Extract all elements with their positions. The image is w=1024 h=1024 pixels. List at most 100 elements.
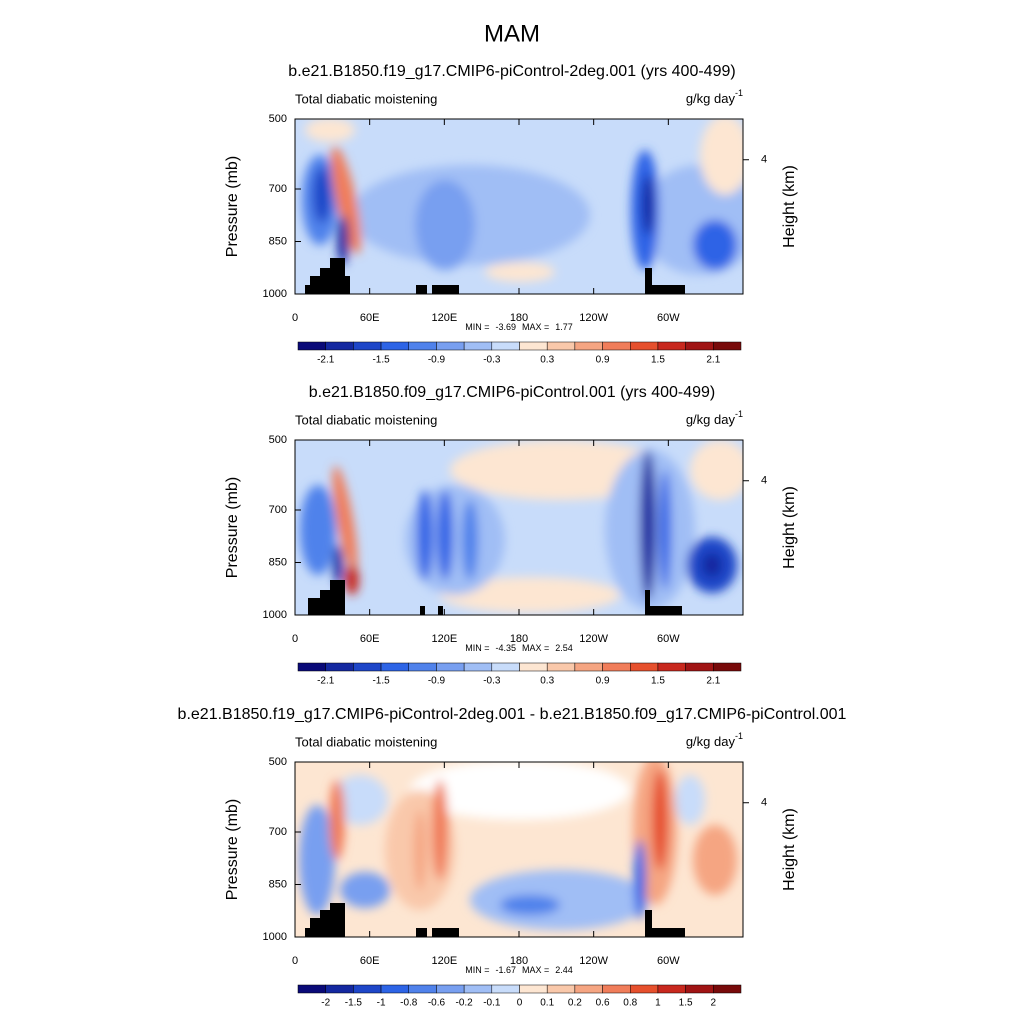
contour-field xyxy=(295,762,743,937)
colorbar-label: -0.9 xyxy=(428,355,446,366)
colorbar-box xyxy=(602,984,631,994)
colorbar-box xyxy=(657,984,686,994)
y-tick-label: 850 xyxy=(269,235,287,247)
x-tick-label: 0 xyxy=(292,633,298,645)
colorbar-label: 1.5 xyxy=(651,355,665,366)
colorbar-box xyxy=(574,662,603,672)
units-exponent: -1 xyxy=(735,88,743,98)
colorbar-box xyxy=(685,341,714,351)
colorbar-box xyxy=(380,662,409,672)
y-tick-label: 1000 xyxy=(263,288,287,300)
x-tick-label: 180 xyxy=(510,955,528,967)
x-tick-label: 120E xyxy=(431,955,457,967)
colorbar-box xyxy=(325,662,354,672)
y2-tick-label: 4 xyxy=(761,154,767,166)
panel-title: b.e21.B1850.f19_g17.CMIP6-piControl-2deg… xyxy=(288,63,735,80)
colorbar-label: 1.5 xyxy=(651,676,665,687)
y2-axis-title: Height (km) xyxy=(781,486,798,569)
colorbar-box xyxy=(713,662,742,672)
colorbar-label: -2.1 xyxy=(317,676,335,687)
y-tick-label: 500 xyxy=(269,113,287,125)
left-label: Total diabatic moistening xyxy=(295,412,437,427)
max-value: 2.44 xyxy=(555,965,573,975)
panel-title: b.e21.B1850.f19_g17.CMIP6-piControl-2deg… xyxy=(178,706,847,723)
figure-title: MAM xyxy=(484,20,540,47)
min-value: -1.67 xyxy=(495,965,516,975)
colorbar-label: -0.6 xyxy=(428,998,446,1009)
colorbar-box xyxy=(353,341,382,351)
colorbar-label: -0.2 xyxy=(456,998,474,1009)
units-exponent: -1 xyxy=(735,731,743,741)
y2-tick-label: 4 xyxy=(761,797,767,809)
x-tick-label: 60E xyxy=(360,312,380,324)
y-tick-label: 850 xyxy=(269,878,287,890)
y2-axis-title: Height (km) xyxy=(781,808,798,891)
colorbar-box xyxy=(491,341,520,351)
units: g/kg day xyxy=(686,91,736,106)
colorbar-box xyxy=(519,984,548,994)
colorbar-box xyxy=(380,984,409,994)
colorbar-label: 0.6 xyxy=(596,998,610,1009)
x-tick-label: 120E xyxy=(431,633,457,645)
colorbar-box xyxy=(519,662,548,672)
y-tick-label: 500 xyxy=(269,434,287,446)
colorbar-box xyxy=(519,341,548,351)
colorbar-box xyxy=(463,341,493,351)
y-tick-label: 700 xyxy=(269,504,287,516)
min-max-label: MIN = -3.69 MAX = 1.77 xyxy=(465,322,573,332)
colorbar-box xyxy=(546,341,576,351)
colorbar-box xyxy=(630,662,659,672)
colorbar-label: 2 xyxy=(711,998,717,1009)
colorbar-box xyxy=(353,984,382,994)
colorbar-box xyxy=(685,984,714,994)
colorbar-box xyxy=(408,662,437,672)
colorbar-label: 0.9 xyxy=(596,355,610,366)
left-label: Total diabatic moistening xyxy=(295,734,437,749)
y-tick-label: 500 xyxy=(269,756,287,768)
colorbar-box xyxy=(546,662,576,672)
units-label: g/kg day-1 xyxy=(686,409,743,427)
colorbar-label: -0.8 xyxy=(400,998,418,1009)
max-value: 1.77 xyxy=(555,322,573,332)
x-tick-label: 180 xyxy=(510,633,528,645)
colorbar-box xyxy=(436,984,465,994)
colorbar-label: 0.3 xyxy=(540,355,554,366)
colorbar-label: -0.1 xyxy=(483,998,501,1009)
x-tick-label: 60W xyxy=(657,955,680,967)
panel-title: b.e21.B1850.f09_g17.CMIP6-piControl.001 … xyxy=(309,384,715,401)
colorbar-label: -0.9 xyxy=(428,676,446,687)
colorbar-box xyxy=(630,341,659,351)
colorbar-label: 0.2 xyxy=(568,998,582,1009)
colorbar-label: 2.1 xyxy=(706,355,720,366)
colorbar-label: -1 xyxy=(377,998,386,1009)
colorbar-label: 0.8 xyxy=(623,998,637,1009)
colorbar-box xyxy=(602,341,631,351)
units-label: g/kg day-1 xyxy=(686,88,743,106)
colorbar-box xyxy=(297,984,326,994)
units-label: g/kg day-1 xyxy=(686,731,743,749)
colorbar-box xyxy=(408,341,437,351)
contour-field xyxy=(295,119,743,294)
colorbar-label: 0.9 xyxy=(596,676,610,687)
colorbar-box xyxy=(436,662,465,672)
max-value: 2.54 xyxy=(555,643,573,653)
y-tick-label: 1000 xyxy=(263,931,287,943)
y-tick-label: 1000 xyxy=(263,609,287,621)
colorbar-box xyxy=(713,984,742,994)
colorbar-box xyxy=(491,984,520,994)
colorbar-box xyxy=(297,662,326,672)
min-value: -4.35 xyxy=(495,643,516,653)
x-tick-label: 120W xyxy=(579,633,608,645)
colorbar-box xyxy=(436,341,465,351)
y2-axis-title: Height (km) xyxy=(781,165,798,248)
colorbar-label: -2.1 xyxy=(317,355,335,366)
colorbar-box xyxy=(574,341,603,351)
colorbar-label: -0.3 xyxy=(483,676,501,687)
x-tick-label: 0 xyxy=(292,955,298,967)
colorbar-box xyxy=(546,984,576,994)
colorbar-box xyxy=(657,662,686,672)
left-label: Total diabatic moistening xyxy=(295,91,437,106)
x-tick-label: 180 xyxy=(510,312,528,324)
colorbar-box xyxy=(380,341,409,351)
